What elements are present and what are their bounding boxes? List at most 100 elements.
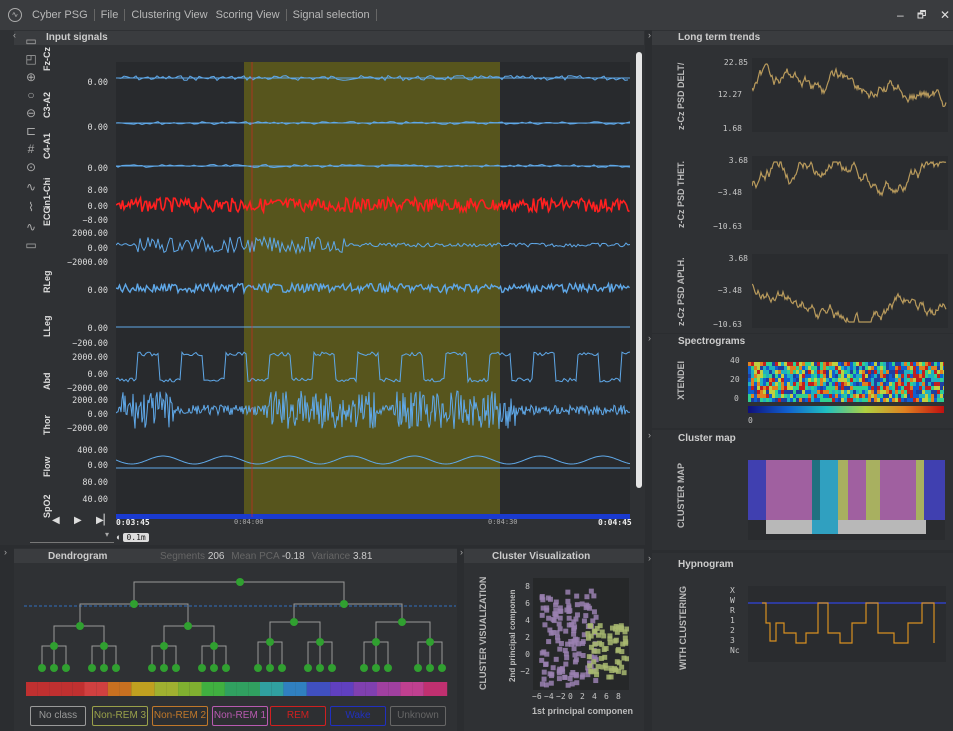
trend-tick: −10.63 [713,222,742,231]
channel-label-c3a2[interactable]: C3-A2 [42,91,52,118]
zoom-in-icon[interactable]: ⊕ [25,70,37,84]
hypnogram-stage-label: 2 [730,626,735,635]
time-start-label: 0:03:45 [116,518,150,527]
trace-c3-a2 [116,121,630,126]
scatter-y-tick: 4 [525,616,530,625]
legend-button-rem[interactable]: REM [270,706,326,726]
select-tool-icon[interactable]: ▭ [25,34,37,48]
cluster-scatter-plot[interactable] [533,578,629,690]
channel-select-dropdown[interactable] [30,530,114,543]
colorbar-tick: 0 [748,416,753,425]
spectrogram-label: XTENDEI [676,360,686,400]
channel-scale-value: 0.00 [87,164,108,174]
expand-clustermap-icon[interactable]: › [648,430,651,440]
play-prev-button[interactable]: ◀ [52,515,60,526]
channel-scale-value: 0.00 [87,324,108,334]
dendrogram-stats: Segments 206 Mean PCA -0.18 Variance 3.8… [160,551,373,562]
layout-tool-icon[interactable]: ◰ [25,52,37,66]
cluster-map-label: CLUSTER MAP [676,463,686,528]
close-button[interactable]: ✕ [940,8,951,22]
zoom-level-control[interactable]: ◐ 0.1m [116,531,149,543]
legend-button-non-rem-1[interactable]: Non-REM 1 [212,706,268,726]
channel-scale-value: 400.00 [77,446,108,456]
trend-tick: −10.63 [713,320,742,329]
channel-label-fzcz[interactable]: Fz-Cz [42,47,52,71]
spectrogram-image[interactable] [748,362,944,424]
channel-scale-value: −2000.00 [67,384,108,394]
menu-clustering-view[interactable]: Clustering View [131,9,208,21]
channel-scale-value: 0.00 [87,370,108,380]
legend-button-no-class[interactable]: No class [30,706,86,726]
hypnogram-stage-label: X [730,586,735,595]
expand-right-icon[interactable]: › [648,30,651,40]
expand-spectro-icon[interactable]: › [648,333,651,343]
play-next-button[interactable]: ▶▏ [96,515,112,526]
grid-tool-icon[interactable]: # [27,142,35,156]
trend-plot[interactable] [752,58,948,132]
channel-scale-value: 2000.00 [72,353,108,363]
channel-label-c4a1[interactable]: C4-A1 [42,132,52,159]
trend-tick: −3.48 [717,188,742,197]
scatter-x-tick: 2 [580,692,585,701]
trend-tick: 1.68 [722,124,742,133]
add-marker-icon[interactable]: ∿ [25,180,37,194]
menu-signal-selection[interactable]: Signal selection [287,9,377,21]
channel-scale-value: 2000.00 [72,229,108,239]
hypnogram-title: Hypnogram [678,559,734,570]
signal-plot[interactable] [116,62,630,522]
dendrogram-title: Dendrogram [48,551,108,562]
trend-plot[interactable] [752,156,948,230]
spectrograms-title: Spectrograms [678,336,746,347]
signal-tool-icon[interactable]: ⌇ [28,200,34,214]
channel-scale-value: 0.00 [87,244,108,254]
scatter-x-tick: −6 [532,692,542,701]
collapse-dendro-icon[interactable]: › [4,547,7,557]
channel-scale-value: 0.00 [87,123,108,133]
time-mark-1-label: 0:04:00 [234,518,264,526]
legend-button-unknown[interactable]: Unknown [390,706,446,726]
trend-plot[interactable] [752,254,948,328]
channel-label-ecg[interactable]: ECG [42,206,52,226]
channel-scale-value: −2000.00 [67,258,108,268]
hypnogram-label: WITH CLUSTERING [678,586,688,670]
trend-tick: 12.27 [717,90,742,99]
dendrogram-panel [14,548,457,731]
target-tool-icon[interactable]: ⊙ [25,160,37,174]
app-logo-icon: ∿ [8,8,22,22]
restore-button[interactable]: 🗗 [917,10,927,21]
play-button[interactable]: ▶ [74,515,82,526]
range-tool-icon[interactable]: ⊏ [25,124,37,138]
minimize-button[interactable]: – [897,8,904,22]
vertical-scrollbar[interactable] [636,52,642,488]
legend-button-wake[interactable]: Wake [330,706,386,726]
collapse-clustervis-icon[interactable]: › [460,547,463,557]
hypnogram-stage-label: W [730,596,735,605]
legend-button-non-rem-3[interactable]: Non-REM 3 [92,706,148,726]
expand-hypnogram-icon[interactable]: › [648,553,651,563]
scatter-y-tick: 6 [525,599,530,608]
magnifier-icon[interactable]: ○ [27,88,35,102]
collapse-left-icon[interactable]: ‹ [13,30,16,40]
hypnogram-stage-label: Nc [730,646,740,655]
channel-scale-value: 0.00 [87,286,108,296]
menu-file[interactable]: File [95,9,126,21]
channel-scale-value: 0.00 [87,202,108,212]
trace-ecg [116,235,630,255]
scatter-x-tick: 6 [604,692,609,701]
hypnogram-plot[interactable] [748,586,946,662]
time-mark-2-label: 0:04:30 [488,518,518,526]
trace-rleg [116,280,630,296]
dendrogram-plot[interactable] [24,572,456,700]
cluster-vis-xlabel: 1st principal componen [532,706,634,716]
dendrogram-header [14,549,457,563]
zoom-icon: ◐ [116,532,122,542]
wave-tool-icon[interactable]: ∿ [25,220,37,234]
menu-scoring-view[interactable]: Scoring View [210,9,287,21]
cluster-map-image[interactable] [748,460,945,540]
zoom-out-icon[interactable]: ⊖ [25,106,37,120]
comment-tool-icon[interactable]: ▭ [25,238,37,252]
channel-scale-value: −8.00 [82,216,108,226]
spectro-tick-40: 40 [730,356,740,365]
channel-scale-value: 8.00 [87,186,108,196]
legend-button-non-rem-2[interactable]: Non-REM 2 [152,706,208,726]
